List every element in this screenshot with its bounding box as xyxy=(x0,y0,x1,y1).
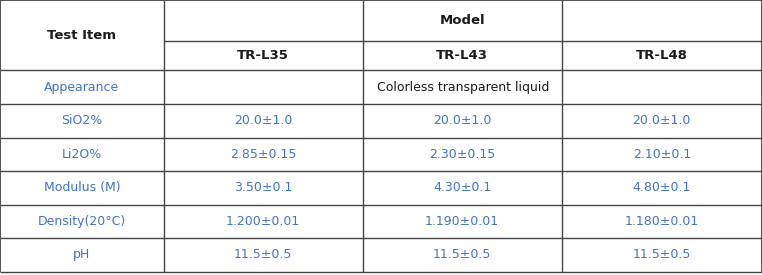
Text: 4.80±0.1: 4.80±0.1 xyxy=(632,181,691,194)
Text: Appearance: Appearance xyxy=(44,81,120,94)
Text: Modulus (M): Modulus (M) xyxy=(43,181,120,194)
Text: Model: Model xyxy=(440,14,485,27)
Text: Li2O%: Li2O% xyxy=(62,148,102,161)
Text: 11.5±0.5: 11.5±0.5 xyxy=(433,248,491,262)
Text: 4.30±0.1: 4.30±0.1 xyxy=(433,181,491,194)
Text: 2.10±0.1: 2.10±0.1 xyxy=(632,148,691,161)
Text: 11.5±0.5: 11.5±0.5 xyxy=(632,248,691,262)
Text: 20.0±1.0: 20.0±1.0 xyxy=(234,114,293,127)
Text: SiO2%: SiO2% xyxy=(61,114,103,127)
Text: TR-L48: TR-L48 xyxy=(636,49,688,62)
Text: 11.5±0.5: 11.5±0.5 xyxy=(234,248,293,262)
Text: 2.85±0.15: 2.85±0.15 xyxy=(230,148,296,161)
Text: 2.30±0.15: 2.30±0.15 xyxy=(429,148,495,161)
Text: TR-L43: TR-L43 xyxy=(436,49,488,62)
Text: 3.50±0.1: 3.50±0.1 xyxy=(234,181,293,194)
Text: 1.200±0.01: 1.200±0.01 xyxy=(226,215,300,228)
Text: Test Item: Test Item xyxy=(47,29,117,42)
Text: pH: pH xyxy=(73,248,91,262)
Text: Colorless transparent liquid: Colorless transparent liquid xyxy=(376,81,549,94)
Text: 1.190±0.01: 1.190±0.01 xyxy=(425,215,499,228)
Text: TR-L35: TR-L35 xyxy=(237,49,290,62)
Text: Density(20°C): Density(20°C) xyxy=(38,215,126,228)
Text: 20.0±1.0: 20.0±1.0 xyxy=(433,114,491,127)
Text: 20.0±1.0: 20.0±1.0 xyxy=(632,114,691,127)
Text: 1.180±0.01: 1.180±0.01 xyxy=(625,215,699,228)
